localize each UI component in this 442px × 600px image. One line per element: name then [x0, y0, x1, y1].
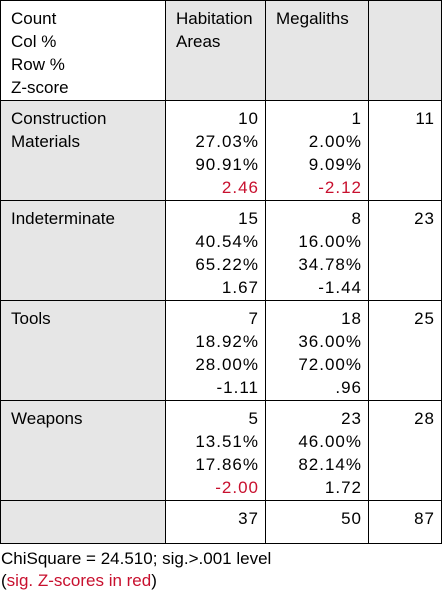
row-total: 11: [368, 100, 442, 201]
cell-value: 90.91%: [195, 155, 259, 174]
cell-value: 46.00%: [298, 432, 362, 451]
paren: (: [1, 571, 7, 590]
cell-value: 28.00%: [195, 355, 259, 374]
column-header: Megaliths: [265, 0, 369, 101]
cell-value: 1.67: [221, 278, 259, 297]
row-total: 23: [368, 200, 442, 301]
cell-value: 2.46: [221, 178, 259, 197]
cell-value: 27.03%: [195, 132, 259, 151]
column-header: Habitation Areas: [165, 0, 266, 101]
total-value: 28: [414, 409, 435, 428]
row-label: Construction: [11, 109, 107, 128]
cell-value: 9.09%: [308, 155, 362, 174]
cell-value: 34.78%: [298, 255, 362, 274]
cell-value: 5: [248, 409, 259, 428]
row-header: Indeterminate: [0, 200, 166, 301]
cell: 15 40.54% 65.22% 1.67: [165, 200, 266, 301]
cell-value: 18.92%: [195, 332, 259, 351]
legend-line: Row %: [11, 55, 65, 74]
legend-line: Z-score: [11, 78, 69, 97]
data-row: Construction Materials 10 27.03% 90.91% 2.46 1…: [0, 100, 442, 201]
cell-value: 23: [341, 409, 362, 428]
cell-value: -1.11: [216, 378, 259, 397]
column-label: Habitation: [176, 9, 253, 28]
total-value: 37: [238, 509, 259, 528]
total-value: 25: [414, 309, 435, 328]
cell: 7 18.92% 28.00% -1.11: [165, 300, 266, 401]
cell-value: -2.12: [318, 178, 362, 197]
cell-value: 16.00%: [298, 232, 362, 251]
corner-cell: Count Col % Row % Z-score: [0, 0, 166, 101]
column-header: [368, 0, 442, 101]
total-value: 23: [414, 209, 435, 228]
footer: ChiSquare = 24.510; sig.>.001 level (sig…: [0, 548, 442, 592]
cell: 5 13.51% 17.86% -2.00: [165, 400, 266, 501]
cell-value: 2.00%: [308, 132, 362, 151]
row-label: Indeterminate: [11, 209, 115, 228]
row-header: Weapons: [0, 400, 166, 501]
row-header: [0, 500, 166, 544]
cell-value: 72.00%: [298, 355, 362, 374]
cell: 18 36.00% 72.00% .96: [265, 300, 369, 401]
cell: 10 27.03% 90.91% 2.46: [165, 100, 266, 201]
cell-value: 36.00%: [298, 332, 362, 351]
cell-value: 1: [351, 109, 362, 128]
cell-value: 13.51%: [195, 432, 259, 451]
cell-value: -1.44: [318, 278, 362, 297]
cell-value: 10: [238, 109, 259, 128]
column-label: Areas: [176, 32, 221, 51]
note: (sig. Z-scores in red): [1, 570, 442, 592]
cell-value: 40.54%: [195, 232, 259, 251]
cell-value: 15: [238, 209, 259, 228]
column-total: 50: [265, 500, 369, 544]
cell: 1 2.00% 9.09% -2.12: [265, 100, 369, 201]
cell-value: 65.22%: [195, 255, 259, 274]
total-value: 87: [414, 509, 435, 528]
cell-value: 17.86%: [195, 455, 259, 474]
totals-row: 37 50 87: [0, 500, 442, 544]
total-value: 11: [415, 109, 435, 128]
crosstab: Count Col % Row % Z-score Habitation Areas Meg…: [0, 0, 442, 544]
row-label: Materials: [11, 132, 80, 151]
cell-value: 8: [351, 209, 362, 228]
cell-value: -2.00: [215, 478, 259, 497]
row-header: Tools: [0, 300, 166, 401]
column-total: 37: [165, 500, 266, 544]
cell: 23 46.00% 82.14% 1.72: [265, 400, 369, 501]
legend-line: Count: [11, 9, 57, 28]
header-row: Count Col % Row % Z-score Habitation Areas Meg…: [0, 0, 442, 101]
row-label: Tools: [11, 309, 51, 328]
row-label: Weapons: [11, 409, 83, 428]
column-total: 87: [368, 500, 442, 544]
cell-value: 18: [341, 309, 362, 328]
paren: ): [151, 571, 157, 590]
row-total: 25: [368, 300, 442, 401]
row-total: 28: [368, 400, 442, 501]
row-header: Construction Materials: [0, 100, 166, 201]
column-label: Megaliths: [276, 9, 349, 28]
note-text: sig. Z-scores in red: [6, 571, 152, 590]
cell-value: 82.14%: [298, 455, 362, 474]
cell-value: 7: [248, 309, 259, 328]
data-row: Indeterminate 15 40.54% 65.22% 1.67 8 16.00% 34…: [0, 200, 442, 301]
cell-value: .96: [335, 378, 362, 397]
data-row: Tools 7 18.92% 28.00% -1.11 18 36.00% 72.00% .96…: [0, 300, 442, 401]
chi-square: ChiSquare = 24.510; sig.>.001 level: [1, 549, 272, 568]
cell: 8 16.00% 34.78% -1.44: [265, 200, 369, 301]
total-value: 50: [341, 509, 362, 528]
legend-line: Col %: [11, 32, 57, 51]
data-row: Weapons 5 13.51% 17.86% -2.00 23 46.00% 82.14% 1…: [0, 400, 442, 501]
cell-value: 1.72: [324, 478, 362, 497]
